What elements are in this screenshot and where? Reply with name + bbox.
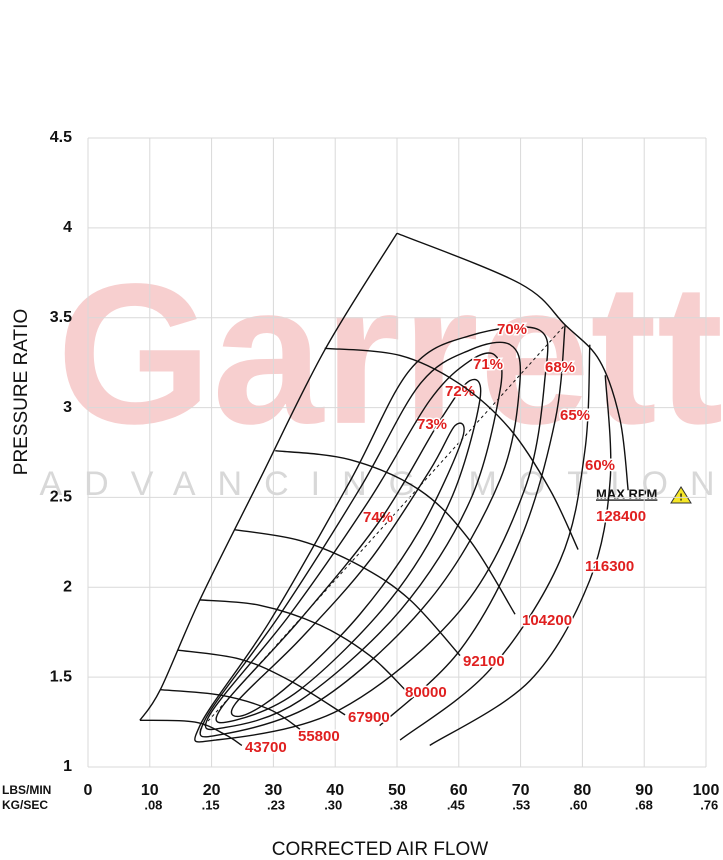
efficiency-contour <box>215 378 482 724</box>
x2-unit-label: KG/SEC <box>2 798 48 812</box>
efficiency-label: 74% <box>363 509 393 526</box>
speed-line <box>396 232 629 491</box>
x2-tick-label: .08 <box>144 797 162 812</box>
warning-icon <box>670 486 692 504</box>
y-tick-label: 4 <box>63 219 72 236</box>
speed-line <box>199 599 406 691</box>
x2-tick-label: .76 <box>700 797 718 812</box>
efficiency-label: 68% <box>545 359 575 376</box>
x-axis-title: CORRECTED AIR FLOW <box>272 839 488 860</box>
speed-line <box>275 450 516 615</box>
watermark-brand: Garrett <box>57 243 723 466</box>
efficiency-contour <box>199 341 522 738</box>
efficiency-label: 70% <box>497 321 527 338</box>
x-tick-label: 40 <box>326 782 344 799</box>
efficiency-contour <box>399 344 591 741</box>
max-rpm-label: MAX RPM <box>596 486 657 501</box>
speed-line <box>178 649 346 716</box>
speed-label: 116300 <box>585 558 634 575</box>
y-tick-label: 2 <box>63 579 72 596</box>
efficiency-contour <box>429 375 612 747</box>
efficiency-contour <box>230 422 465 718</box>
x2-tick-label: .45 <box>447 797 465 812</box>
x-tick-label: 70 <box>512 782 530 799</box>
x-unit-label: LBS/MIN <box>2 783 51 797</box>
speed-label: 92100 <box>463 653 505 670</box>
speed-label: 55800 <box>298 728 340 745</box>
x2-tick-label: .30 <box>324 797 342 812</box>
efficiency-label: 60% <box>585 457 615 474</box>
x2-tick-label: .38 <box>390 797 408 812</box>
efficiency-contour <box>379 324 566 727</box>
x-tick-label: 10 <box>141 782 159 799</box>
speed-label: 43700 <box>245 739 287 756</box>
speed-line <box>324 347 579 550</box>
speed-line <box>139 719 243 747</box>
x-tick-label: 20 <box>203 782 221 799</box>
x2-tick-label: .53 <box>512 797 530 812</box>
speed-label: 104200 <box>522 612 572 629</box>
x2-tick-label: .68 <box>635 797 653 812</box>
y-tick-label: 1 <box>63 758 72 775</box>
y-tick-label: 1.5 <box>50 668 72 685</box>
efficiency-label: 73% <box>417 416 447 433</box>
speed-label: 128400 <box>596 508 646 525</box>
x-tick-label: 90 <box>635 782 653 799</box>
y-tick-label: 4.5 <box>50 129 72 146</box>
efficiency-label: 71% <box>473 356 503 373</box>
efficiency-contour <box>204 352 503 731</box>
speed-line <box>234 529 461 657</box>
y-tick-label: 3 <box>63 399 72 416</box>
x-tick-label: 80 <box>574 782 592 799</box>
y-tick-label: 3.5 <box>50 309 72 326</box>
speed-line <box>160 689 301 730</box>
efficiency-label: 65% <box>560 407 590 424</box>
efficiency-contour <box>194 326 549 743</box>
y-tick-label: 2.5 <box>50 489 72 506</box>
speed-label: 67900 <box>348 709 390 726</box>
x-tick-label: 0 <box>84 782 93 799</box>
x2-tick-label: .23 <box>267 797 285 812</box>
x-tick-label: 30 <box>265 782 283 799</box>
x-tick-label: 50 <box>388 782 406 799</box>
watermark-tagline: ADVANCING MOTION <box>39 465 723 503</box>
x2-tick-label: .60 <box>569 797 587 812</box>
x-tick-label: 60 <box>450 782 468 799</box>
warning-mark: ! <box>679 493 682 504</box>
x-tick-label: 100 <box>693 782 720 799</box>
x2-tick-label: .15 <box>202 797 220 812</box>
speed-label: 80000 <box>405 684 447 701</box>
y-axis-title: PRESSURE RATIO <box>11 309 32 475</box>
efficiency-label: 72% <box>445 383 475 400</box>
